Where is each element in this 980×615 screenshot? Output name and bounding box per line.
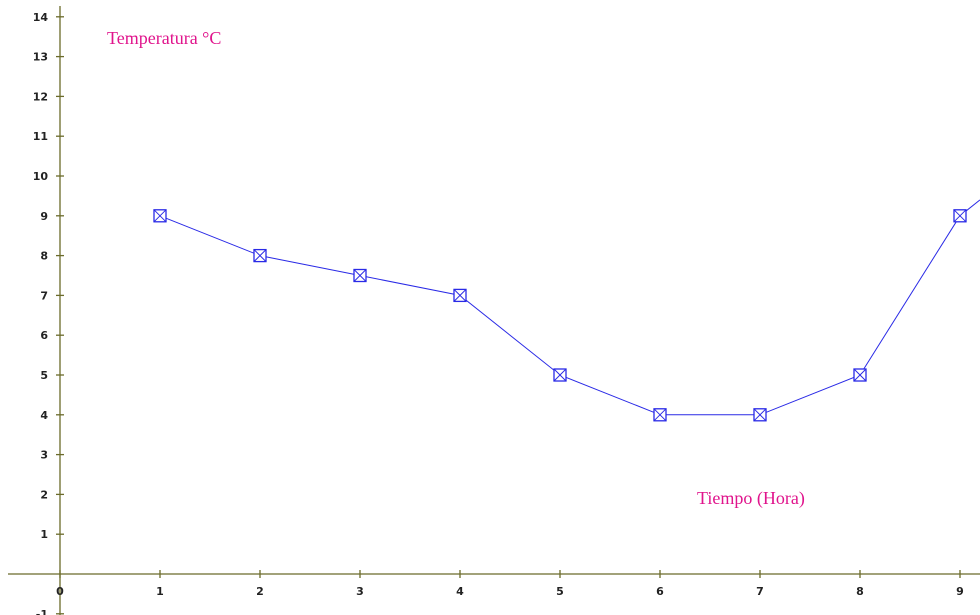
x-tick-label-8: 8 [856,585,864,598]
x-tick-label-0: 0 [56,585,64,598]
marker-cross-b [353,269,367,282]
marker-cross-b [553,368,567,382]
y-tick-label-6: 6 [40,329,48,342]
y-tick-label-3: 3 [40,449,48,462]
y-tick-label-4: 4 [40,409,48,422]
series-line [159,215,961,416]
data-point-6 [653,408,667,422]
x-tick-label-4: 4 [456,585,464,598]
y-tick-label-9: 9 [40,210,48,223]
y-tick-label-14: 14 [33,11,49,24]
data-series [159,199,980,416]
y-tick-label-2: 2 [40,488,48,501]
marker-cross-b [153,209,167,223]
y-tick-label-5: 5 [40,369,48,382]
data-point-8 [853,368,867,382]
y-tick-label--1: -1 [36,608,48,615]
marker-cross-b [853,368,867,382]
data-point-4 [453,288,467,303]
y-tick-label-11: 11 [33,130,48,143]
data-point-1 [153,209,167,223]
data-point-3 [353,268,367,283]
x-tick-label-6: 6 [656,585,664,598]
marker-cross-b [453,289,467,302]
y-tick-label-7: 7 [40,289,48,302]
x-tick-label-7: 7 [756,585,764,598]
y-tick-label-12: 12 [33,90,48,103]
marker-cross-b [953,209,967,223]
y-axis-title: Temperatura °C [107,28,221,48]
data-markers [153,209,967,422]
tick-marks [56,16,961,615]
x-tick-label-2: 2 [256,585,264,598]
x-axis-title: Tiempo (Hora) [697,488,805,509]
data-point-9 [953,209,967,223]
data-point-5 [553,368,567,382]
marker-cross-b [653,408,667,422]
marker-cross-b [753,408,767,422]
y-tick-label-1: 1 [40,528,48,541]
x-tick-label-9: 9 [956,585,964,598]
y-tick-label-8: 8 [40,250,48,263]
y-tick-label-10: 10 [33,170,49,183]
axes [8,6,980,615]
y-tick-label-13: 13 [33,51,48,64]
x-tick-label-1: 1 [156,585,164,598]
x-tick-label-3: 3 [356,585,364,598]
data-point-2 [253,248,267,263]
data-point-7 [753,408,767,422]
x-tick-label-5: 5 [556,585,564,598]
marker-cross-b [253,249,267,262]
